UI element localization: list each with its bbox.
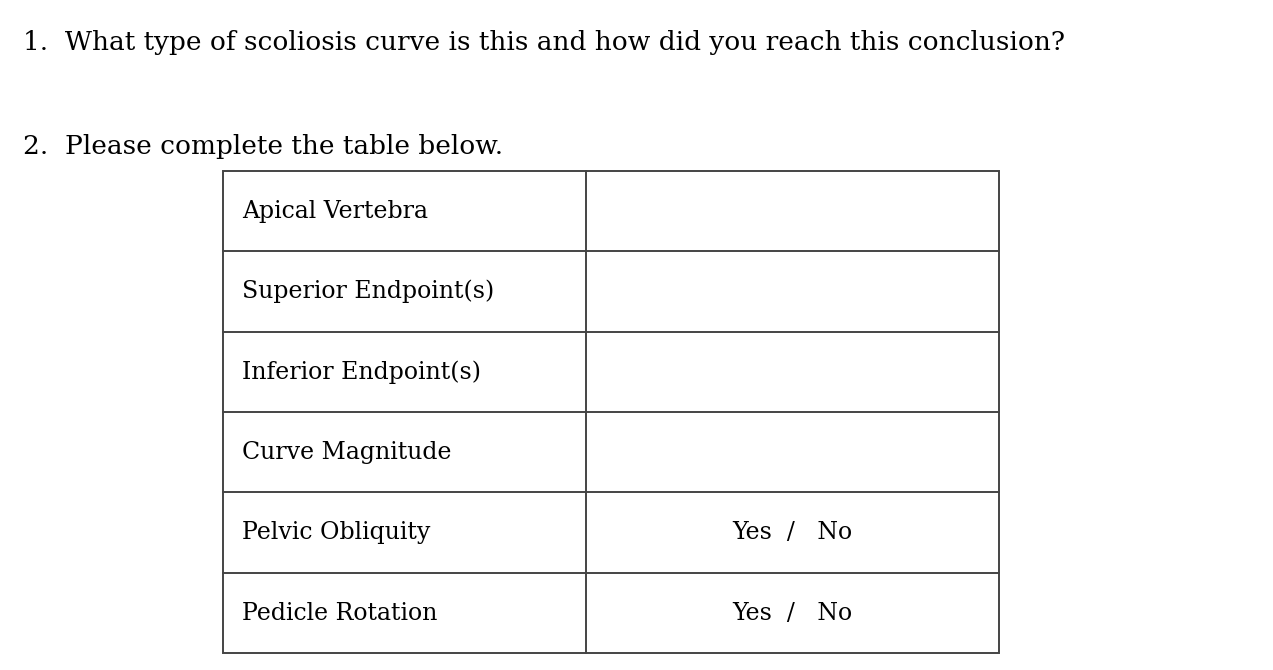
Text: Curve Magnitude: Curve Magnitude [242, 441, 452, 464]
Text: Pedicle Rotation: Pedicle Rotation [242, 602, 437, 624]
Text: Yes  /   No: Yes / No [732, 602, 853, 624]
Bar [223, 171, 999, 653]
Text: Inferior Endpoint(s): Inferior Endpoint(s) [242, 360, 481, 384]
Text: Yes  /   No: Yes / No [732, 521, 853, 544]
Text: Superior Endpoint(s): Superior Endpoint(s) [242, 279, 494, 304]
Text: Pelvic Obliquity: Pelvic Obliquity [242, 521, 430, 544]
Text: 2.  Please complete the table below.: 2. Please complete the table below. [23, 134, 503, 159]
Text: 1.  What type of scoliosis curve is this and how did you reach this conclusion?: 1. What type of scoliosis curve is this … [23, 30, 1066, 55]
Text: Apical Vertebra: Apical Vertebra [242, 200, 428, 222]
